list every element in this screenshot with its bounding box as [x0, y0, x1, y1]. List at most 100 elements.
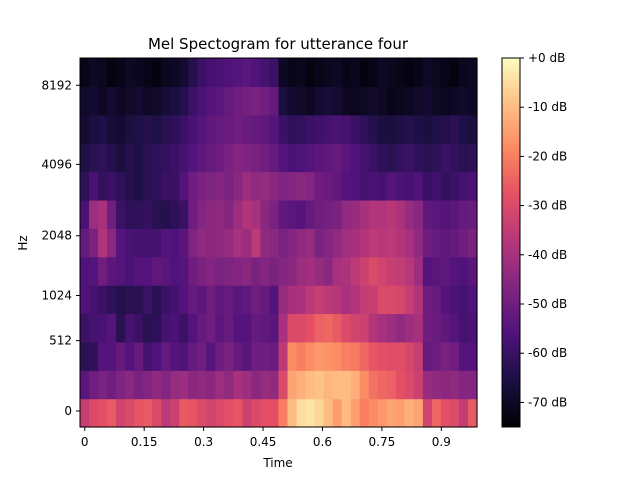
heatmap-cell	[215, 256, 225, 286]
heatmap-cell	[449, 285, 460, 315]
heatmap-cell	[359, 171, 370, 201]
colorbar-tick-label: -70 dB	[528, 395, 567, 409]
heatmap-cell	[332, 370, 343, 400]
heatmap-cell	[143, 341, 153, 371]
heatmap-cell	[440, 398, 451, 428]
heatmap-cell	[152, 58, 162, 87]
heatmap-cell	[80, 370, 90, 400]
heatmap-cell	[332, 143, 343, 173]
heatmap-cell	[197, 171, 207, 201]
heatmap-cell	[296, 398, 307, 428]
heatmap-cell	[296, 313, 307, 343]
heatmap-cell	[323, 143, 334, 173]
heatmap-cell	[413, 143, 424, 173]
heatmap-cell	[458, 171, 469, 201]
heatmap-cell	[323, 171, 334, 201]
heatmap-cell	[305, 313, 316, 343]
heatmap-cell	[188, 114, 198, 144]
heatmap-cell	[305, 199, 316, 229]
heatmap-cell	[368, 114, 379, 144]
heatmap-cell	[233, 256, 244, 286]
heatmap-cell	[305, 256, 316, 286]
colorbar-tick-label: -20 dB	[528, 149, 567, 163]
heatmap-cell	[107, 228, 117, 258]
heatmap-cell	[404, 171, 415, 201]
heatmap-cell	[251, 86, 262, 116]
heatmap-cell	[98, 228, 108, 258]
heatmap-cell	[242, 341, 253, 371]
heatmap-cell	[224, 398, 234, 428]
heatmap-cell	[143, 285, 153, 315]
heatmap-cell	[341, 86, 352, 116]
heatmap-cell	[260, 285, 271, 315]
heatmap-cell	[314, 341, 325, 371]
heatmap-cell	[116, 370, 126, 400]
heatmap-cell	[269, 313, 280, 343]
heatmap-cell	[332, 285, 343, 315]
heatmap-cell	[350, 313, 361, 343]
heatmap-cell	[170, 114, 180, 144]
heatmap-cell	[215, 228, 225, 258]
heatmap-cell	[422, 313, 433, 343]
heatmap-cell	[269, 199, 280, 229]
heatmap-cell	[422, 86, 433, 116]
heatmap-cell	[377, 86, 388, 116]
heatmap-cell	[134, 114, 144, 144]
x-tick-label: 0.75	[369, 435, 396, 449]
heatmap-cell	[98, 370, 108, 400]
heatmap-cell	[278, 86, 289, 116]
colorbar-tick-label: -10 dB	[528, 100, 567, 114]
heatmap-cell	[287, 143, 298, 173]
heatmap-cell	[233, 114, 244, 144]
heatmap-cell	[314, 143, 325, 173]
heatmap-cell	[404, 114, 415, 144]
heatmap-cell	[386, 171, 397, 201]
heatmap-cell	[287, 341, 298, 371]
heatmap-cell	[206, 199, 216, 229]
heatmap-cell	[233, 228, 244, 258]
heatmap-cell	[440, 256, 451, 286]
heatmap-cell	[341, 370, 352, 400]
heatmap-cell	[170, 370, 180, 400]
heatmap-cell	[368, 341, 379, 371]
heatmap-cell	[197, 143, 207, 173]
heatmap-cell	[395, 228, 406, 258]
heatmap-cell	[224, 171, 234, 201]
heatmap-cell	[395, 199, 406, 229]
heatmap-cell	[143, 58, 153, 87]
heatmap-cell	[125, 313, 135, 343]
heatmap-cell	[323, 341, 334, 371]
heatmap-cell	[332, 398, 343, 428]
heatmap-cell	[224, 228, 234, 258]
heatmap-cell	[413, 199, 424, 229]
heatmap-cell	[242, 171, 253, 201]
heatmap-cell	[161, 199, 171, 229]
heatmap-cell	[431, 398, 442, 428]
heatmap-cell	[404, 285, 415, 315]
heatmap-cell	[395, 114, 406, 144]
heatmap-cell	[314, 256, 325, 286]
heatmap-cell	[197, 370, 207, 400]
heatmap-cell	[296, 58, 307, 87]
heatmap-cell	[224, 313, 234, 343]
heatmap-cell	[224, 199, 234, 229]
heatmap-cell	[80, 341, 90, 371]
heatmap-cell	[242, 86, 253, 116]
heatmap-cell	[215, 313, 225, 343]
heatmap-cell	[296, 171, 307, 201]
heatmap-cell	[242, 285, 253, 315]
heatmap-cell	[179, 199, 189, 229]
heatmap-cell	[404, 313, 415, 343]
heatmap-cell	[215, 171, 225, 201]
heatmap-cell	[251, 285, 262, 315]
heatmap-cell	[278, 199, 289, 229]
heatmap-cell	[179, 341, 189, 371]
heatmap-cell	[287, 313, 298, 343]
heatmap-cell	[368, 58, 379, 87]
heatmap-cell	[80, 171, 90, 201]
heatmap-cell	[413, 86, 424, 116]
heatmap-cell	[269, 285, 280, 315]
heatmap-cell	[134, 171, 144, 201]
colorbar	[502, 58, 520, 427]
